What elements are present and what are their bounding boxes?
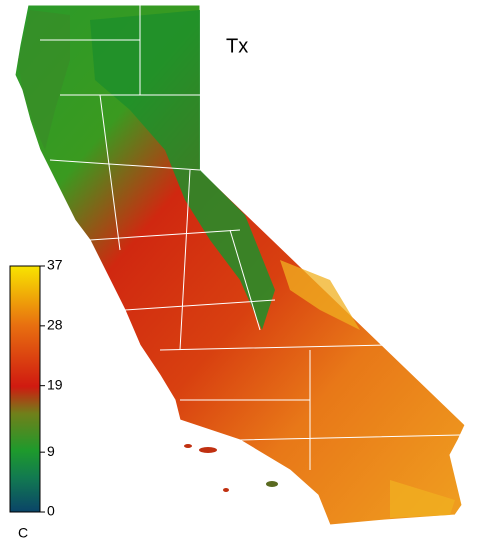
county-lines [40,5,461,470]
colorbar-tick-label: 19 [47,376,63,392]
state-map [14,4,466,526]
channel-islands [184,444,278,492]
colorbar-tick-label: 37 [47,257,63,273]
coastal-range [18,10,70,150]
desert-hot [280,260,455,518]
colorbar-unit: C [18,525,28,541]
colorbar-scale [9,265,41,513]
colorbar-tick-label: 9 [47,443,55,459]
mountain-region [90,10,275,330]
colorbar-tick-label: 0 [47,503,55,519]
map-title: Tx [226,35,248,57]
colorbar-tick-label: 28 [47,317,63,333]
colorbar: C 0 9 19 28 37 [9,257,63,541]
